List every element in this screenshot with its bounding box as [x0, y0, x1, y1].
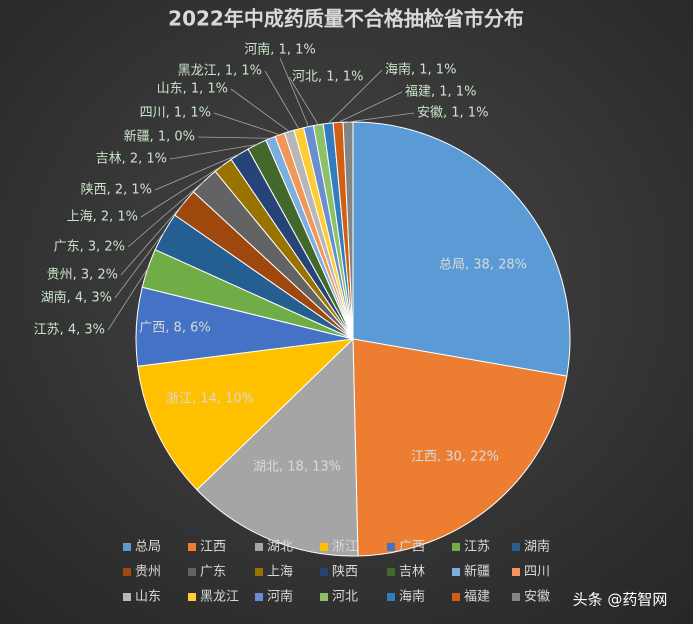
legend-label: 海南	[399, 589, 425, 605]
data-label: 湖南, 4, 3%	[41, 290, 112, 306]
legend-label: 湖北	[267, 540, 293, 555]
legend-swatch	[452, 568, 460, 576]
data-label: 山东, 1, 1%	[157, 82, 228, 97]
legend-swatch	[452, 543, 460, 551]
legend-label: 上海	[267, 565, 293, 580]
leader-line	[140, 164, 224, 218]
legend-label: 江苏	[464, 539, 490, 555]
legend-label: 陕西	[332, 565, 358, 580]
legend-swatch	[512, 543, 520, 551]
legend-label: 贵州	[135, 565, 161, 580]
legend-swatch	[320, 593, 328, 601]
legend-swatch	[123, 543, 131, 551]
leader-line	[264, 70, 300, 130]
data-label: 江苏, 4, 3%	[34, 322, 105, 338]
data-label: 安徽, 1, 1%	[417, 106, 488, 121]
leader-line	[154, 153, 240, 191]
data-label: 陕西, 2, 1%	[81, 183, 152, 198]
legend-swatch	[320, 543, 328, 551]
data-label: 河北, 1, 1%	[292, 70, 363, 85]
data-label: 福建, 1, 1%	[405, 85, 476, 100]
pie-slice	[342, 121, 354, 340]
leader-line	[337, 91, 403, 123]
legend-swatch	[188, 568, 196, 576]
leader-line	[230, 88, 290, 132]
data-label: 上海, 2, 1%	[67, 210, 138, 225]
watermark: 头条 @药智网	[573, 591, 668, 609]
legend-label: 四川	[524, 565, 550, 580]
data-label: 湖北, 18, 13%	[253, 460, 341, 475]
legend-swatch	[512, 593, 520, 601]
data-label: 河南, 1, 1%	[244, 42, 315, 58]
data-label: 贵州, 3, 2%	[47, 268, 118, 283]
data-label: 江西, 30, 22%	[411, 450, 499, 465]
legend-swatch	[387, 593, 395, 601]
legend-label: 吉林	[399, 565, 425, 580]
leader-line	[120, 202, 185, 276]
legend-swatch	[188, 593, 196, 601]
data-label: 广东, 3, 2%	[54, 240, 125, 255]
leader-line	[288, 76, 319, 125]
legend-label: 河南	[267, 589, 293, 605]
legend-label: 湖南	[524, 539, 550, 555]
data-label: 黑龙江, 1, 1%	[178, 64, 262, 79]
legend-swatch	[123, 568, 131, 576]
leader-line	[107, 267, 149, 331]
legend-swatch	[255, 543, 263, 551]
pie-slice	[352, 338, 568, 557]
legend-label: 河北	[332, 590, 358, 605]
data-label: 总局, 38, 28%	[439, 258, 527, 273]
legend-label: 福建	[464, 590, 490, 605]
pie-slice	[352, 121, 571, 377]
legend-swatch	[188, 543, 196, 551]
data-label: 海南, 1, 1%	[385, 62, 456, 78]
pie-slice	[137, 338, 355, 491]
data-label: 浙江, 14, 10%	[166, 392, 254, 407]
legend-label: 黑龙江	[200, 590, 239, 605]
legend-label: 浙江	[332, 540, 358, 555]
legend-label: 江西	[200, 540, 226, 555]
legend-label: 广西	[399, 540, 425, 555]
legend-label: 安徽	[524, 590, 550, 605]
leader-line	[213, 112, 280, 136]
leader-line	[169, 144, 257, 160]
legend-label: 新疆	[464, 564, 490, 580]
chart-title: 2022年中成药质量不合格抽检省市分布	[168, 7, 524, 31]
data-label: 广西, 8, 6%	[139, 321, 210, 336]
data-label: 四川, 1, 1%	[140, 106, 211, 121]
legend-label: 山东	[135, 590, 161, 605]
legend-swatch	[452, 593, 460, 601]
legend-swatch	[387, 568, 395, 576]
leader-line	[347, 112, 415, 123]
leader-line	[197, 136, 271, 139]
data-label: 新疆, 1, 0%	[124, 129, 195, 145]
leader-line	[327, 69, 383, 124]
data-label: 吉林, 2, 1%	[96, 152, 167, 167]
legend-swatch	[320, 568, 328, 576]
legend-swatch	[255, 593, 263, 601]
legend-swatch	[255, 568, 263, 576]
legend-label: 广东	[200, 565, 226, 580]
leader-line	[279, 57, 309, 127]
leader-line	[114, 231, 165, 299]
legend-swatch	[123, 593, 131, 601]
pie-slice	[196, 337, 359, 557]
legend-label: 总局	[135, 540, 161, 555]
legend-swatch	[512, 568, 520, 576]
legend-swatch	[387, 543, 395, 551]
leader-line	[127, 180, 205, 248]
